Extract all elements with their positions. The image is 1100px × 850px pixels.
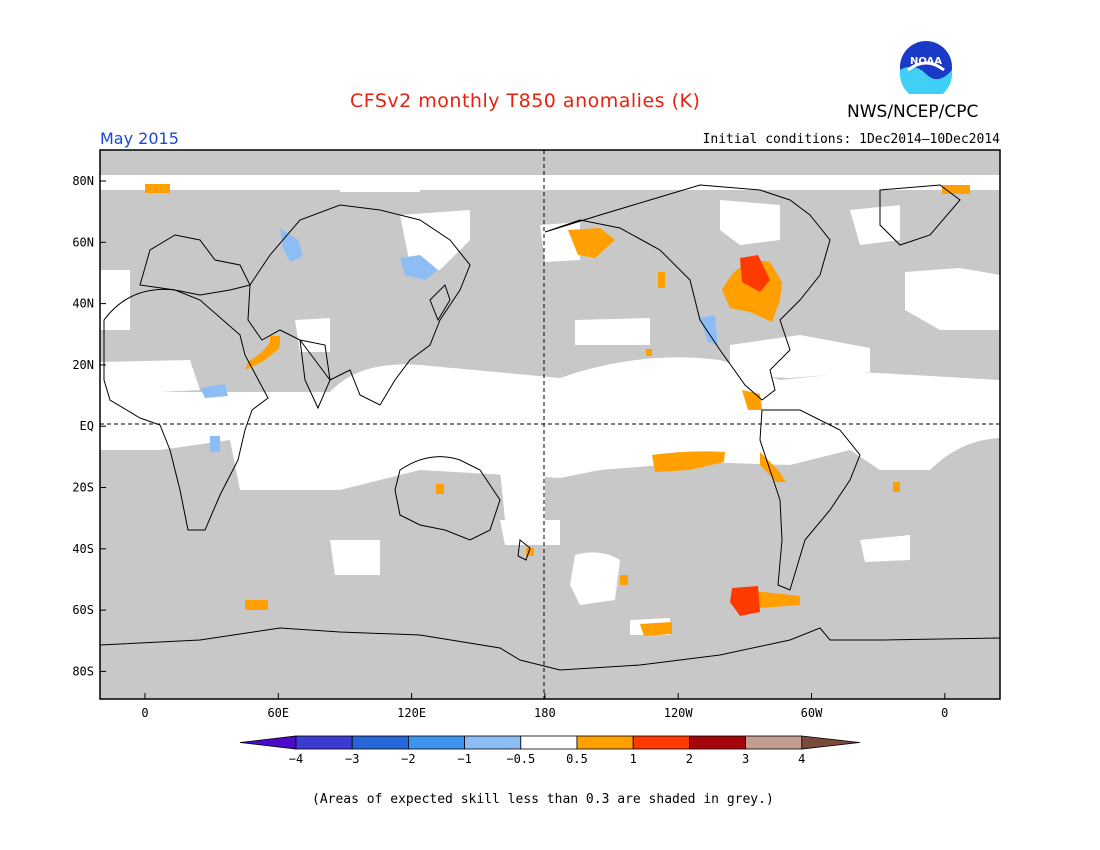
lat-label: 60N <box>72 235 94 249</box>
colorbar-tick-label: −4 <box>289 752 303 766</box>
colorbar-tick-label: −3 <box>345 752 359 766</box>
colorbar-tick-label: 4 <box>798 752 805 766</box>
noaa-logo-icon: NOAA <box>900 41 952 94</box>
lat-label: 20S <box>72 481 94 495</box>
lat-label: 80S <box>72 664 94 678</box>
colorbar-swatch <box>351 735 409 750</box>
japan-coastline <box>429 284 451 322</box>
lon-label: 60W <box>801 706 823 720</box>
alaska-warm-anomaly <box>568 228 615 258</box>
lon-label: 0 <box>141 706 148 720</box>
longitude-axis: 0 60E 120E 180 120W 60W 0 <box>141 693 948 720</box>
colorbar-tick-label: 3 <box>742 752 749 766</box>
lat-label: 20N <box>72 358 94 372</box>
lat-label: EQ <box>80 419 94 433</box>
colorbar-swatch <box>632 735 690 750</box>
colorbar: −4 −3 −2 −1 −0.5 0.5 1 2 3 4 <box>239 735 860 766</box>
colorbar-swatch <box>689 735 747 750</box>
mexico-cold-anomaly <box>700 315 718 345</box>
arabia-warm-anomaly <box>245 340 280 370</box>
east-pacific-warm-anomaly <box>652 451 725 472</box>
colorbar-tick-label: 1 <box>630 752 637 766</box>
colorbar-tick-label: 2 <box>686 752 693 766</box>
skill-note: (Areas of expected skill less than 0.3 a… <box>312 792 774 807</box>
initial-conditions: Initial conditions: 1Dec2014—10Dec2014 <box>702 132 1000 147</box>
mongolia-blue-gap <box>270 336 280 346</box>
colorbar-swatch <box>407 735 465 750</box>
colorbar-swatch <box>745 735 803 750</box>
lon-label: 0 <box>941 706 948 720</box>
colorbar-tick-label: −2 <box>401 752 415 766</box>
east-africa-cold-anomaly <box>200 384 228 398</box>
australia-coastline <box>394 456 501 541</box>
strong-warm-anomaly-areas <box>730 255 770 616</box>
lat-label: 40N <box>72 297 94 311</box>
colorbar-arrow-right <box>801 735 860 750</box>
europe-coastline <box>139 234 251 296</box>
forecast-month: May 2015 <box>100 129 179 148</box>
new-zealand-coastline <box>517 539 531 561</box>
africa-coastline <box>103 288 269 531</box>
colorbar-tick-label: 0.5 <box>566 752 588 766</box>
colorbar-swatch <box>295 735 353 750</box>
antarctica-coastline <box>99 627 1001 671</box>
colorbar-swatch <box>520 735 578 750</box>
org-label: NWS/NCEP/CPC <box>847 102 979 122</box>
india-coastline <box>299 339 331 410</box>
map-frame <box>99 149 1001 700</box>
north-america-coastline <box>544 184 831 401</box>
colorbar-tick-label: −1 <box>457 752 471 766</box>
latitude-axis: 80N 60N 40N 20N EQ 20S 40S 60S 80S <box>72 174 106 678</box>
kamchatka-cold-anomaly <box>400 255 438 280</box>
lat-label: 60S <box>72 603 94 617</box>
colorbar-arrow-left <box>239 735 297 750</box>
southern-ocean-strong-warm-anomaly <box>730 586 760 616</box>
south-america-coastline <box>759 409 861 591</box>
svg-text:NOAA: NOAA <box>910 56 942 67</box>
colorbar-swatch <box>576 735 634 750</box>
drake-warm-anomaly <box>640 622 672 636</box>
chart-title: CFSv2 monthly T850 anomalies (K) <box>350 90 701 112</box>
lon-label: 180 <box>534 706 556 720</box>
lon-label: 60E <box>267 706 289 720</box>
asia-coastline <box>247 204 471 406</box>
lon-label: 120E <box>397 706 426 720</box>
lon-label: 120W <box>664 706 694 720</box>
lat-label: 40S <box>72 542 94 556</box>
colorbar-swatch <box>464 735 522 750</box>
lat-label: 80N <box>72 174 94 188</box>
colorbar-tick-label: −0.5 <box>506 752 535 766</box>
greenland-coastline <box>879 184 961 246</box>
great-lakes-strong-warm-anomaly <box>740 255 770 292</box>
coastlines <box>99 184 1001 671</box>
